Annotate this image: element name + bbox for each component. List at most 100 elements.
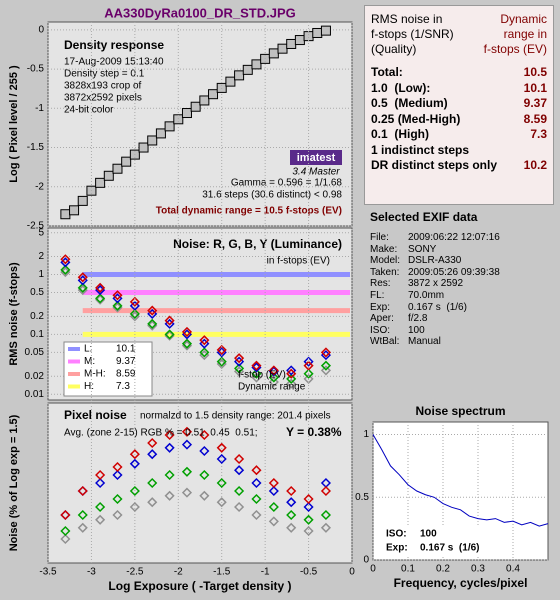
data-marker: [251, 477, 262, 489]
data-marker: [181, 326, 193, 337]
data-marker: [251, 368, 262, 379]
legend-name: M:: [84, 356, 95, 367]
data-marker: [199, 445, 210, 457]
data-marker: [303, 525, 314, 537]
chart-title: Pixel noise: [64, 408, 127, 422]
data-marker: [77, 195, 88, 206]
data-marker: [95, 477, 106, 489]
data-marker: [155, 128, 166, 139]
data-marker: [69, 205, 80, 216]
data-marker: [95, 282, 106, 293]
data-marker: [286, 38, 297, 49]
exif-label: Model:: [370, 255, 401, 267]
exif-row: FL: 70.0mm: [370, 290, 555, 302]
annotation: 3872x2592 pixels: [64, 93, 142, 104]
data-marker: [77, 485, 88, 497]
header-text: (Quality): [371, 42, 417, 56]
data-marker: [121, 156, 132, 167]
x-tick-label: 0.4: [506, 564, 520, 575]
legend-name: M-H:: [84, 369, 106, 380]
data-marker: [199, 347, 210, 358]
data-marker: [216, 82, 227, 93]
data-marker: [95, 501, 106, 513]
x-tick-label: -0.5: [300, 567, 318, 578]
result-label: 1 indistinct steps: [371, 142, 470, 157]
exif-panel: Selected EXIF data File: 2009:06:22 12:07:…: [370, 210, 555, 348]
exif-row: Exp: 0.167 s (1/6): [370, 302, 555, 314]
data-marker: [199, 429, 210, 441]
data-marker: [164, 330, 175, 341]
result-row: 0.25 (Med-High) 8.59: [371, 112, 547, 128]
legend-range: 8.59: [116, 369, 136, 380]
data-marker: [60, 264, 71, 275]
results-panel: RMS noise in f-stops (1/SNR) (Quality) Dyna…: [364, 5, 554, 205]
data-marker: [242, 64, 253, 75]
data-marker: [268, 501, 279, 513]
data-marker: [181, 426, 193, 437]
data-marker: [286, 497, 297, 508]
data-marker: [147, 318, 158, 329]
data-marker: [129, 458, 140, 469]
annotation: Avg. (zone 2-15) RGB % = 0.51 0.45 0.51;: [64, 428, 258, 439]
y-tick-label: 0: [38, 24, 44, 35]
data-marker: [320, 25, 331, 36]
data-marker: [129, 300, 140, 311]
legend-name: H:: [84, 381, 94, 392]
data-marker: [251, 360, 262, 371]
exif-row: Taken: 2009:05:26 09:39:38: [370, 267, 555, 279]
y-tick-label: -1.5: [27, 142, 45, 153]
y-tick-label: 0.02: [25, 371, 45, 382]
data-marker: [268, 376, 279, 388]
data-marker: [216, 442, 227, 453]
y-tick-label: 1: [38, 269, 44, 280]
x-tick-label: 0.1: [401, 564, 415, 575]
data-marker: [129, 308, 140, 319]
data-marker: [286, 485, 297, 497]
exif-value: 2009:05:26 09:39:38: [408, 266, 500, 278]
data-marker: [286, 365, 297, 376]
data-marker: [112, 509, 123, 521]
data-marker: [320, 360, 332, 371]
data-marker: [60, 209, 71, 220]
y-tick-label: 2: [38, 251, 44, 262]
result-value: 10.1: [523, 80, 547, 95]
y-tick-label: -2: [35, 181, 44, 192]
data-marker: [268, 485, 279, 497]
data-marker: [286, 373, 297, 384]
data-marker: [147, 477, 158, 489]
exif-label: Taken:: [370, 266, 400, 278]
exif-label: ISO:: [370, 324, 391, 336]
data-marker: [234, 485, 245, 497]
y-tick-label: 0.05: [25, 347, 45, 358]
exif-value: 0.167 s (1/6): [408, 301, 467, 313]
data-marker: [320, 522, 332, 533]
data-marker: [77, 282, 88, 293]
annotation: Y = 0.38%: [286, 425, 342, 439]
data-marker: [112, 300, 123, 311]
exif-row: WtBal: Manual: [370, 336, 555, 348]
data-marker: [251, 509, 262, 521]
header-left: RMS noise in f-stops (1/SNR) (Quality): [371, 12, 454, 57]
result-label: 0.25 (Med-High): [371, 111, 461, 126]
data-marker: [173, 114, 184, 125]
data-marker: [303, 31, 314, 42]
exif-value: DSLR-A330: [408, 255, 462, 267]
results-header: RMS noise in f-stops (1/SNR) (Quality) Dyna…: [371, 12, 547, 57]
data-marker: [268, 372, 279, 383]
data-marker: [129, 296, 140, 307]
y-tick-label: 0.5: [30, 287, 44, 298]
data-marker: [216, 453, 227, 465]
data-marker: [303, 501, 314, 513]
data-marker: [320, 365, 332, 376]
data-marker: [234, 501, 245, 513]
data-marker: [95, 469, 106, 481]
annotation: 3828x193 crop of: [64, 81, 142, 92]
data-marker: [286, 522, 297, 533]
result-row: 0.5 (Medium) 9.37: [371, 96, 547, 112]
data-marker: [181, 439, 193, 450]
exif-row: Model: DSLR-A330: [370, 255, 555, 267]
data-marker: [164, 429, 175, 441]
data-marker: [303, 493, 314, 505]
y-tick-label: -1: [35, 103, 44, 114]
